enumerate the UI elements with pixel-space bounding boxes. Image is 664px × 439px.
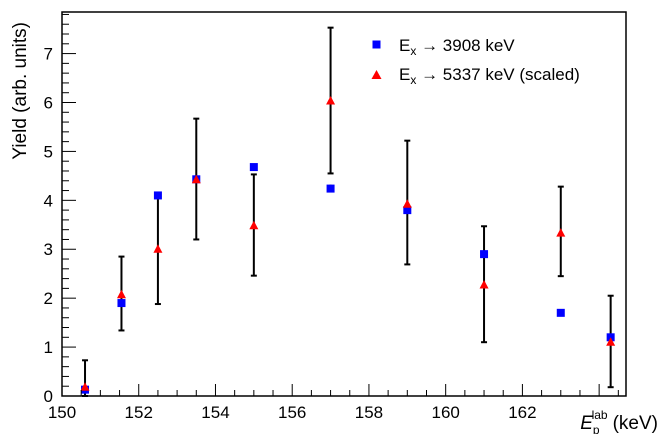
x-tick-label: 160 [431, 403, 459, 422]
data-point-3908 [249, 163, 258, 172]
y-tick-label: 7 [44, 45, 53, 64]
data-markers [80, 96, 616, 394]
data-point-5337 [191, 174, 201, 184]
plot-frame [61, 11, 627, 397]
data-point-5337 [249, 220, 259, 230]
legend-label-3908-subscript: x [410, 44, 416, 58]
y-axis-ticks: 0 1 2 3 4 5 6 7 [44, 13, 76, 406]
legend-marker-square [372, 40, 381, 49]
legend-label-3908-rest: → 3908 keV [416, 36, 515, 55]
data-point-3908 [403, 206, 412, 215]
x-tick-label: 162 [508, 403, 536, 422]
data-point-5337 [479, 279, 489, 289]
x-tick-label: 152 [125, 403, 153, 422]
x-tick-label: 154 [201, 403, 229, 422]
x-tick-label: 156 [278, 403, 306, 422]
x-axis-title-subscript: p [593, 423, 600, 434]
x-tick-label: 158 [355, 403, 383, 422]
legend-label-5337-rest: → 5337 keV (scaled) [416, 65, 579, 84]
y-tick-label: 6 [44, 93, 53, 112]
x-tick-label: 150 [48, 403, 76, 422]
data-point-5337 [80, 382, 90, 391]
y-tick-label: 0 [44, 387, 53, 406]
y-tick-label: 5 [44, 142, 53, 161]
x-axis-title-superscript: lab [592, 408, 608, 422]
data-point-5337 [402, 199, 412, 208]
y-tick-label: 1 [44, 338, 53, 357]
x-axis-title-unit: (keV) [613, 413, 658, 434]
data-point-5337 [606, 337, 616, 346]
x-axis-title: Eplab (keV) [580, 408, 658, 434]
y-tick-label: 2 [44, 289, 53, 308]
data-point-5337 [326, 96, 336, 105]
data-point-5337 [116, 289, 126, 299]
data-point-5337 [556, 228, 566, 237]
legend-label-5337: Ex → 5337 keV (scaled) [399, 65, 580, 87]
data-point-3908 [153, 191, 162, 200]
legend-label-3908-main: E [399, 36, 410, 55]
legend-label-5337-subscript: x [410, 73, 416, 87]
y-tick-label: 4 [44, 191, 53, 210]
data-point-3908 [117, 299, 126, 308]
data-point-3908 [480, 250, 489, 259]
data-point-3908 [556, 308, 565, 317]
x-axis-ticks: 150 152 154 156 158 160 162 [48, 384, 619, 422]
data-point-3908 [326, 184, 335, 193]
legend: Ex → 3908 keV Ex → 5337 keV (scaled) [371, 36, 580, 87]
y-tick-label: 3 [44, 240, 53, 259]
legend-label-3908: Ex → 3908 keV [399, 36, 515, 58]
x-axis-title-main: E [580, 413, 593, 434]
legend-label-5337-main: E [399, 65, 410, 84]
data-point-5337 [153, 244, 163, 253]
legend-marker-triangle [371, 70, 382, 79]
y-axis-title: Yield (arb. units) [10, 22, 31, 160]
